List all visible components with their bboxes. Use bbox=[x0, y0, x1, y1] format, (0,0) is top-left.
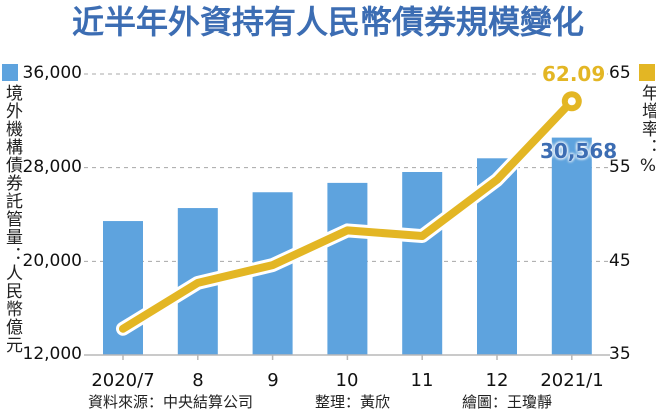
right-tick-45: 45 bbox=[609, 251, 631, 271]
x-tick-2020-7: 2020/7 bbox=[91, 370, 155, 391]
right-tick-65: 65 bbox=[609, 63, 631, 83]
bar bbox=[327, 182, 368, 355]
bar-series bbox=[103, 137, 592, 355]
growth-rate-line bbox=[119, 97, 576, 333]
x-tick-2021-1: 2021/1 bbox=[540, 370, 604, 391]
x-axis-line bbox=[84, 354, 610, 360]
line-last-value-label: 62.09 bbox=[540, 62, 608, 86]
left-tick-20000: 20,000 bbox=[22, 251, 82, 271]
left-tick-12000: 12,000 bbox=[22, 344, 82, 364]
x-tick-12: 12 bbox=[485, 370, 509, 391]
line-legend-swatch bbox=[639, 64, 655, 81]
left-tick-36000: 36,000 bbox=[22, 63, 82, 83]
source-credit: 資料來源：中央結算公司 bbox=[88, 393, 254, 411]
left-tick-28000: 28,000 bbox=[22, 157, 82, 177]
bar bbox=[402, 171, 443, 355]
right-axis-label: 年增率：% bbox=[638, 84, 656, 177]
right-tick-55: 55 bbox=[609, 157, 631, 177]
x-tick-8: 8 bbox=[192, 370, 204, 391]
compiler-credit: 整理：黃欣 bbox=[315, 393, 391, 411]
line-end-marker-center bbox=[567, 97, 576, 106]
chart-title: 近半年外資持有人民幣債券規模變化 bbox=[71, 3, 584, 41]
line-series bbox=[116, 91, 582, 336]
x-tick-11: 11 bbox=[410, 370, 434, 391]
illustrator-credit: 繪圖：王瓊靜 bbox=[462, 393, 553, 411]
right-tick-35: 35 bbox=[609, 344, 631, 364]
left-axis-label: 境外機構債券託管量：人民幣億元 bbox=[2, 84, 22, 354]
bar bbox=[551, 137, 592, 355]
x-tick-10: 10 bbox=[335, 370, 359, 391]
bar-last-value-label: 30,568 bbox=[540, 139, 618, 163]
x-tick-9: 9 bbox=[267, 370, 279, 391]
bar-legend-swatch bbox=[2, 64, 18, 81]
